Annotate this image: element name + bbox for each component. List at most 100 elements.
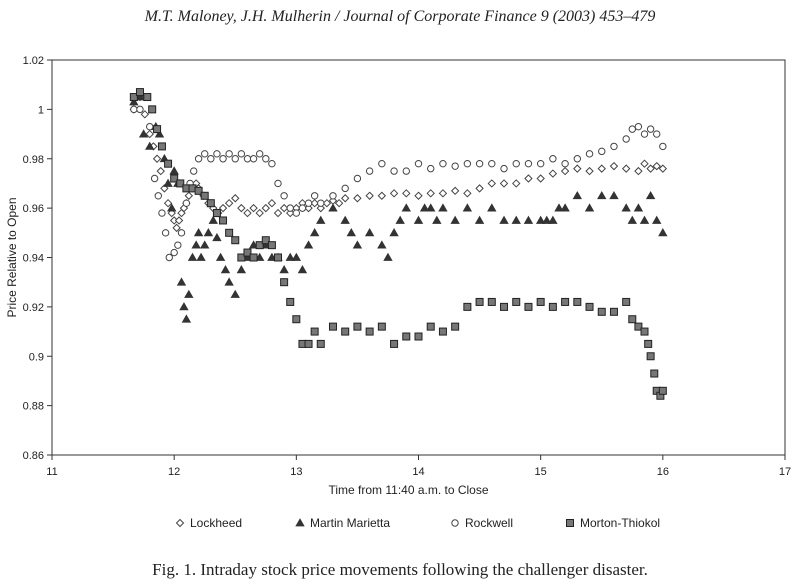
lockheed-point <box>145 129 154 139</box>
martin-marietta-point <box>499 215 509 224</box>
martin-marietta-point <box>309 228 320 237</box>
martin-marietta-point <box>176 277 187 286</box>
rockwell-point <box>341 184 349 193</box>
martin-marietta-point <box>267 252 277 261</box>
martin-marietta-point <box>297 265 308 274</box>
lockheed-point <box>402 189 411 198</box>
rockwell-point <box>628 125 636 133</box>
lockheed-point <box>609 161 619 171</box>
rockwell-point <box>170 248 178 257</box>
morton-thiokol-point <box>573 297 582 306</box>
rockwell-point <box>213 150 221 158</box>
x-axis-title: Time from 11:40 a.m. to Close <box>328 483 488 497</box>
morton-thiokol-point <box>585 302 594 311</box>
rockwell-point <box>201 150 209 158</box>
morton-thiokol-point <box>255 241 264 250</box>
rockwell-point <box>150 174 159 183</box>
morton-thiokol-point <box>512 297 521 306</box>
morton-thiokol-point <box>200 191 209 200</box>
martin-marietta-point <box>383 252 393 261</box>
morton-thiokol-point <box>463 302 472 311</box>
rockwell-point <box>249 155 258 163</box>
morton-thiokol-point <box>658 386 667 395</box>
martin-marietta-point <box>242 252 253 261</box>
morton-thiokol-point <box>274 253 283 262</box>
morton-thiokol-point <box>237 253 246 262</box>
martin-marietta-point <box>652 215 662 224</box>
morton-thiokol-point <box>143 93 152 102</box>
morton-thiokol-point <box>438 327 447 336</box>
rockwell-point <box>161 229 170 237</box>
martin-marietta-point <box>203 228 214 237</box>
rockwell-point <box>402 167 410 175</box>
rockwell-point <box>298 204 307 212</box>
martin-marietta-point <box>138 129 149 138</box>
rockwell-point <box>317 199 325 207</box>
lockheed-point <box>267 198 277 208</box>
morton-thiokol-point <box>524 302 533 311</box>
rockwell-point <box>329 192 337 200</box>
x-tick-label: 12 <box>168 466 180 478</box>
morton-thiokol-point <box>316 339 325 348</box>
morton-thiokol-point <box>170 174 179 183</box>
rockwell-point <box>512 159 520 168</box>
morton-thiokol-point <box>328 322 337 331</box>
lockheed-point <box>255 208 264 218</box>
lockheed-point <box>218 203 228 213</box>
rockwell-point <box>585 150 594 158</box>
morton-thiokol-point <box>628 315 637 324</box>
legend-lockheed-marker <box>175 518 185 528</box>
martin-marietta-point <box>621 203 631 212</box>
martin-marietta-point <box>426 203 436 212</box>
martin-marietta-point <box>511 215 521 224</box>
lockheed-point <box>377 191 387 200</box>
lockheed-point <box>512 179 521 188</box>
martin-marietta-point <box>163 178 173 187</box>
lockheed-point <box>140 110 150 119</box>
rockwell-point <box>622 135 630 143</box>
morton-thiokol-point <box>148 105 157 114</box>
morton-thiokol-point <box>261 236 270 245</box>
lockheed-point <box>475 184 484 193</box>
lockheed-point <box>536 174 545 183</box>
martin-marietta-point <box>179 302 189 311</box>
martin-marietta-point <box>184 289 194 298</box>
martin-marietta-point <box>554 203 564 212</box>
morton-thiokol-point <box>176 179 185 188</box>
lockheed-point <box>172 223 181 233</box>
x-tick-label: 17 <box>779 466 791 478</box>
rockwell-point <box>390 167 398 175</box>
rockwell-point <box>653 130 661 138</box>
morton-thiokol-point <box>377 322 386 331</box>
martin-marietta-point <box>627 215 637 224</box>
martin-marietta-point <box>191 240 201 249</box>
martin-marietta-point <box>377 240 387 249</box>
legend-lockheed-label: Lockheed <box>190 516 242 530</box>
rockwell-point <box>414 159 423 168</box>
rockwell-point <box>286 204 294 212</box>
lockheed-point <box>365 191 374 200</box>
legend-morton-thiokol-label: Morton-Thiokol <box>580 516 660 530</box>
martin-marietta-point <box>181 314 192 323</box>
rockwell-point <box>231 155 239 163</box>
rockwell-point <box>280 192 288 200</box>
martin-marietta-point <box>462 203 473 212</box>
rockwell-point <box>165 253 173 262</box>
legend-rockwell-label: Rockwell <box>465 516 513 530</box>
martin-marietta-point <box>535 215 546 224</box>
rockwell-point <box>304 199 313 207</box>
martin-marietta-point <box>401 203 411 212</box>
lockheed-point <box>261 203 270 213</box>
morton-thiokol-point <box>475 297 484 306</box>
martin-marietta-point <box>291 252 302 261</box>
martin-marietta-point <box>135 92 145 101</box>
martin-marietta-point <box>285 252 295 261</box>
morton-thiokol-point <box>561 297 570 306</box>
morton-thiokol-point <box>353 322 362 331</box>
rockwell-point <box>190 167 198 175</box>
rockwell-point <box>194 155 203 163</box>
lockheed-point <box>163 198 173 208</box>
y-tick-label: 0.98 <box>23 154 44 166</box>
rockwell-point <box>237 150 246 158</box>
lockheed-point <box>152 154 162 163</box>
